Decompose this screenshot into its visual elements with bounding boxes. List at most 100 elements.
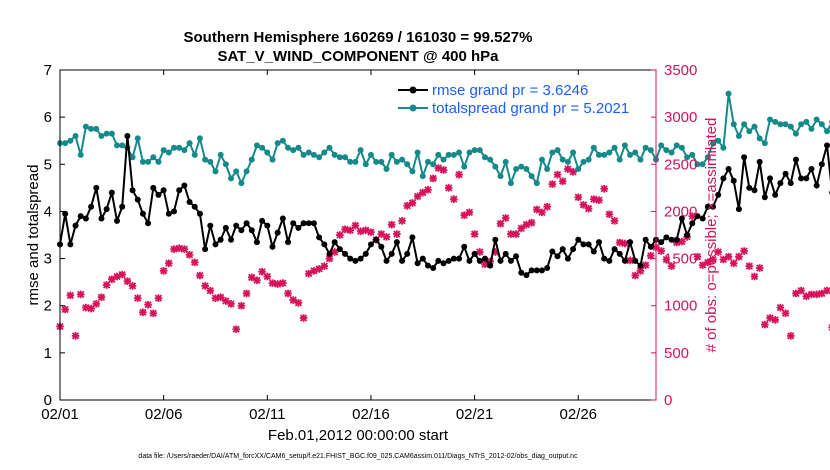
rmse-point bbox=[481, 255, 488, 262]
obs-marker bbox=[408, 199, 417, 207]
obs-marker bbox=[424, 185, 432, 194]
obs-marker bbox=[284, 289, 292, 298]
totalspread-point bbox=[305, 149, 312, 156]
totalspread-point bbox=[253, 142, 260, 149]
obs-marker bbox=[745, 262, 754, 270]
rmse-point bbox=[274, 229, 281, 236]
totalspread-point bbox=[419, 173, 426, 180]
obs-marker bbox=[180, 245, 189, 253]
obs-marker bbox=[102, 281, 111, 289]
totalspread-point bbox=[813, 116, 820, 123]
obs-marker bbox=[610, 217, 619, 225]
obs-marker bbox=[662, 255, 671, 264]
rmse-point bbox=[502, 250, 509, 257]
rmse-point bbox=[316, 234, 323, 241]
rmse-point bbox=[580, 241, 587, 248]
totalspread-point bbox=[181, 147, 188, 154]
totalspread-point bbox=[67, 137, 74, 144]
totalspread-point bbox=[590, 144, 597, 151]
totalspread-point bbox=[678, 144, 685, 151]
totalspread-point bbox=[663, 147, 670, 154]
totalspread-point bbox=[528, 173, 535, 180]
rmse-point bbox=[627, 239, 634, 246]
rmse-point bbox=[98, 215, 105, 222]
rmse-point bbox=[684, 232, 691, 238]
chart-title-line-2: SAT_V_WIND_COMPONENT @ 400 hPa bbox=[217, 48, 499, 65]
totalspread-point bbox=[761, 140, 768, 147]
rmse-point bbox=[181, 182, 188, 189]
totalspread-point bbox=[627, 151, 634, 158]
rmse-point bbox=[523, 272, 530, 279]
totalspread-point bbox=[580, 158, 587, 165]
totalspread-point bbox=[139, 158, 146, 165]
rmse-point bbox=[435, 257, 442, 264]
obs-marker bbox=[667, 262, 676, 270]
obs-marker bbox=[336, 231, 344, 239]
rmse-point bbox=[595, 239, 602, 246]
legend-background bbox=[392, 76, 644, 118]
totalspread-point bbox=[378, 158, 385, 165]
obs-marker bbox=[299, 314, 308, 322]
rmse-point bbox=[300, 220, 307, 227]
rmse-point bbox=[373, 236, 380, 243]
obs-marker bbox=[538, 208, 546, 217]
rmse-point bbox=[114, 217, 121, 224]
totalspread-point bbox=[523, 166, 530, 172]
y-right-tick-label: 1000 bbox=[664, 298, 697, 315]
obs-marker bbox=[170, 245, 178, 253]
totalspread-point bbox=[642, 144, 649, 151]
totalspread-point bbox=[502, 158, 509, 165]
totalspread-point bbox=[720, 144, 727, 151]
totalspread-point bbox=[746, 128, 753, 135]
obs-marker bbox=[786, 332, 795, 340]
obs-marker bbox=[470, 230, 479, 238]
rmse-point bbox=[575, 236, 582, 243]
obs-marker bbox=[569, 168, 577, 176]
totalspread-point bbox=[160, 147, 167, 154]
obs-marker bbox=[641, 261, 650, 269]
rmse-point bbox=[171, 208, 178, 215]
totalspread-point bbox=[518, 163, 525, 170]
obs-marker bbox=[382, 233, 391, 241]
totalspread-point bbox=[217, 151, 224, 158]
obs-marker bbox=[590, 195, 598, 203]
obs-marker bbox=[87, 304, 95, 313]
y-left-tick-label: 6 bbox=[44, 109, 52, 126]
totalspread-point bbox=[414, 149, 421, 156]
rmse-point bbox=[585, 241, 592, 248]
rmse-point bbox=[637, 262, 644, 269]
totalspread-point bbox=[171, 144, 178, 151]
totalspread-point bbox=[554, 147, 561, 154]
totalspread-point bbox=[248, 156, 255, 163]
totalspread-point bbox=[186, 140, 193, 147]
totalspread-point bbox=[228, 175, 235, 182]
rmse-point bbox=[772, 191, 779, 198]
totalspread-point bbox=[342, 154, 349, 161]
totalspread-point bbox=[710, 140, 717, 147]
rmse-point bbox=[67, 241, 74, 248]
obs-marker bbox=[92, 300, 101, 308]
obs-marker bbox=[139, 308, 147, 317]
rmse-point bbox=[409, 234, 416, 241]
totalspread-point bbox=[559, 156, 566, 163]
rmse-point bbox=[331, 239, 338, 246]
totalspread-point bbox=[93, 125, 100, 132]
rmse-point bbox=[253, 239, 260, 246]
obs-marker bbox=[579, 201, 588, 209]
totalspread-point bbox=[207, 158, 214, 165]
totalspread-point bbox=[533, 180, 540, 187]
rmse-point bbox=[616, 250, 623, 257]
y-left-tick-label: 3 bbox=[44, 251, 52, 268]
totalspread-point bbox=[357, 147, 364, 154]
totalspread-point bbox=[316, 154, 323, 161]
plot-area-frame bbox=[59, 69, 657, 401]
rmse-point bbox=[134, 196, 141, 203]
rmse-point bbox=[93, 184, 100, 191]
totalspread-point bbox=[300, 151, 307, 158]
totalspread-point bbox=[212, 168, 219, 175]
obs-marker bbox=[766, 314, 774, 322]
totalspread-point bbox=[606, 149, 613, 156]
totalspread-point bbox=[570, 149, 577, 156]
obs-marker bbox=[823, 286, 830, 295]
rmse-point bbox=[756, 158, 763, 165]
